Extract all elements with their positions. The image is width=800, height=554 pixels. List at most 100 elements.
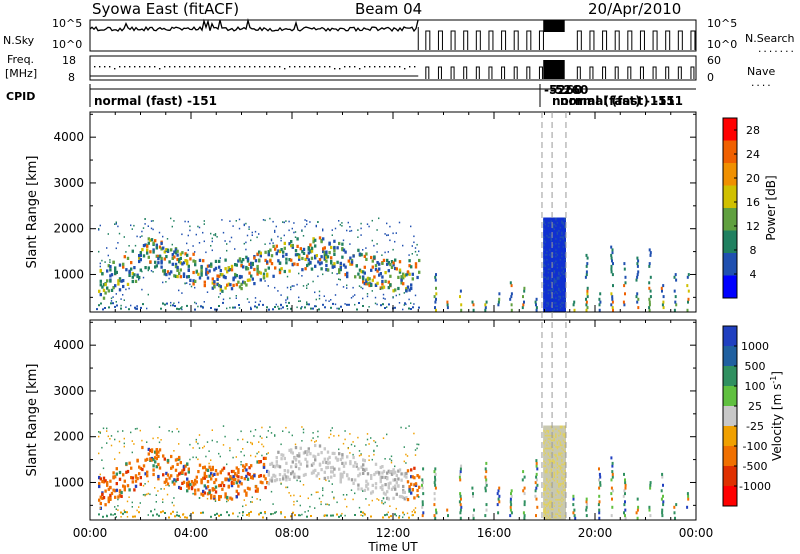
heatmap-cell [561, 433, 563, 437]
heatmap-cell [559, 220, 562, 224]
heatmap-cell [553, 291, 556, 295]
heatmap-cell [546, 443, 548, 447]
heatmap-cell [238, 218, 241, 221]
heatmap-cell [365, 444, 367, 446]
heatmap-cell [203, 220, 205, 222]
cpid-overlap-2: normal (fast) -151 [552, 94, 675, 108]
heatmap-cell [544, 478, 547, 482]
heatmap-cell [543, 460, 545, 464]
heatmap-cell [547, 217, 550, 221]
heatmap-cell [562, 480, 565, 483]
heatmap-cell [323, 295, 325, 297]
heatmap-cell [325, 263, 328, 268]
heatmap-cell [555, 427, 557, 431]
heatmap-cell [552, 292, 554, 296]
freq-dot [99, 66, 101, 68]
heatmap-cell [559, 227, 562, 231]
heatmap-cell [142, 227, 145, 229]
heatmap-cell [555, 430, 557, 434]
heatmap-cell [138, 275, 141, 280]
colorbar-tick-label: -100 [743, 440, 768, 453]
heatmap-cell [259, 278, 262, 282]
heatmap-cell [485, 481, 488, 485]
heatmap-cell [544, 304, 547, 307]
heatmap-cell [278, 307, 280, 310]
heatmap-cell [549, 251, 551, 255]
heatmap-cell [269, 462, 272, 466]
heatmap-cell [585, 308, 588, 312]
heatmap-cell [553, 508, 556, 512]
heatmap-cell [556, 483, 559, 487]
heatmap-cell [552, 254, 554, 258]
heatmap-cell [550, 449, 553, 453]
heatmap-cell [180, 307, 182, 310]
velocity-frame [89, 319, 697, 521]
heatmap-cell [109, 261, 111, 263]
freq-pulse [526, 66, 531, 79]
heatmap-cell [253, 435, 255, 437]
heatmap-cell [544, 439, 547, 443]
heatmap-cell [219, 455, 221, 458]
heatmap-cell [202, 306, 204, 309]
heatmap-cell [248, 466, 251, 470]
heatmap-cell [394, 258, 397, 262]
heatmap-cell [418, 475, 421, 479]
heatmap-cell [147, 447, 150, 451]
heatmap-cell [350, 297, 353, 299]
heatmap-cell [370, 476, 373, 480]
heatmap-cell [559, 436, 562, 440]
heatmap-cell [403, 472, 406, 476]
heatmap-cell [555, 435, 557, 439]
heatmap-cell [301, 230, 303, 232]
heatmap-cell [564, 460, 566, 464]
heatmap-cell [234, 248, 236, 250]
heatmap-cell [115, 482, 118, 486]
heatmap-cell [553, 500, 556, 504]
heatmap-cell [559, 254, 562, 258]
heatmap-cell [98, 513, 100, 516]
heatmap-cell [549, 483, 551, 487]
heatmap-cell [546, 291, 548, 295]
heatmap-cell [208, 489, 211, 493]
heatmap-cell [230, 287, 234, 291]
heatmap-cell [418, 250, 420, 253]
heatmap-cell [552, 281, 554, 285]
heatmap-cell [562, 433, 565, 437]
heatmap-cell [555, 478, 557, 482]
freq-dot [289, 66, 291, 68]
heatmap-cell [232, 276, 235, 280]
heatmap-cell [552, 288, 554, 291]
nave-top-tick: 60 [707, 54, 721, 67]
heatmap-cell [552, 494, 554, 498]
heatmap-cell [141, 248, 144, 252]
heatmap-cell [555, 251, 557, 255]
nsky-pulse [652, 30, 658, 50]
heatmap-cell [559, 273, 562, 277]
heatmap-cell [370, 437, 372, 439]
heatmap-cell [370, 255, 373, 260]
heatmap-cell [547, 444, 550, 448]
heatmap-cell [389, 274, 392, 278]
heatmap-cell [535, 459, 538, 463]
heatmap-cell [559, 251, 562, 255]
heatmap-cell [346, 271, 349, 275]
heatmap-cell [368, 459, 370, 461]
freq-pulse [463, 66, 468, 79]
heatmap-cell [555, 305, 557, 309]
heatmap-cell [296, 500, 298, 502]
heatmap-cell [555, 222, 557, 226]
heatmap-cell [360, 510, 362, 513]
heatmap-cell [187, 467, 190, 471]
heatmap-cell [381, 286, 384, 290]
heatmap-cell [433, 503, 436, 507]
heatmap-cell [173, 478, 176, 482]
heatmap-cell [558, 446, 560, 450]
heatmap-cell [555, 223, 557, 227]
heatmap-cell [107, 289, 110, 293]
heatmap-cell [556, 297, 559, 301]
heatmap-cell [306, 450, 309, 454]
heatmap-cell [662, 500, 665, 504]
heatmap-cell [648, 308, 651, 312]
heatmap-cell [561, 500, 563, 504]
heatmap-cell [544, 257, 547, 261]
